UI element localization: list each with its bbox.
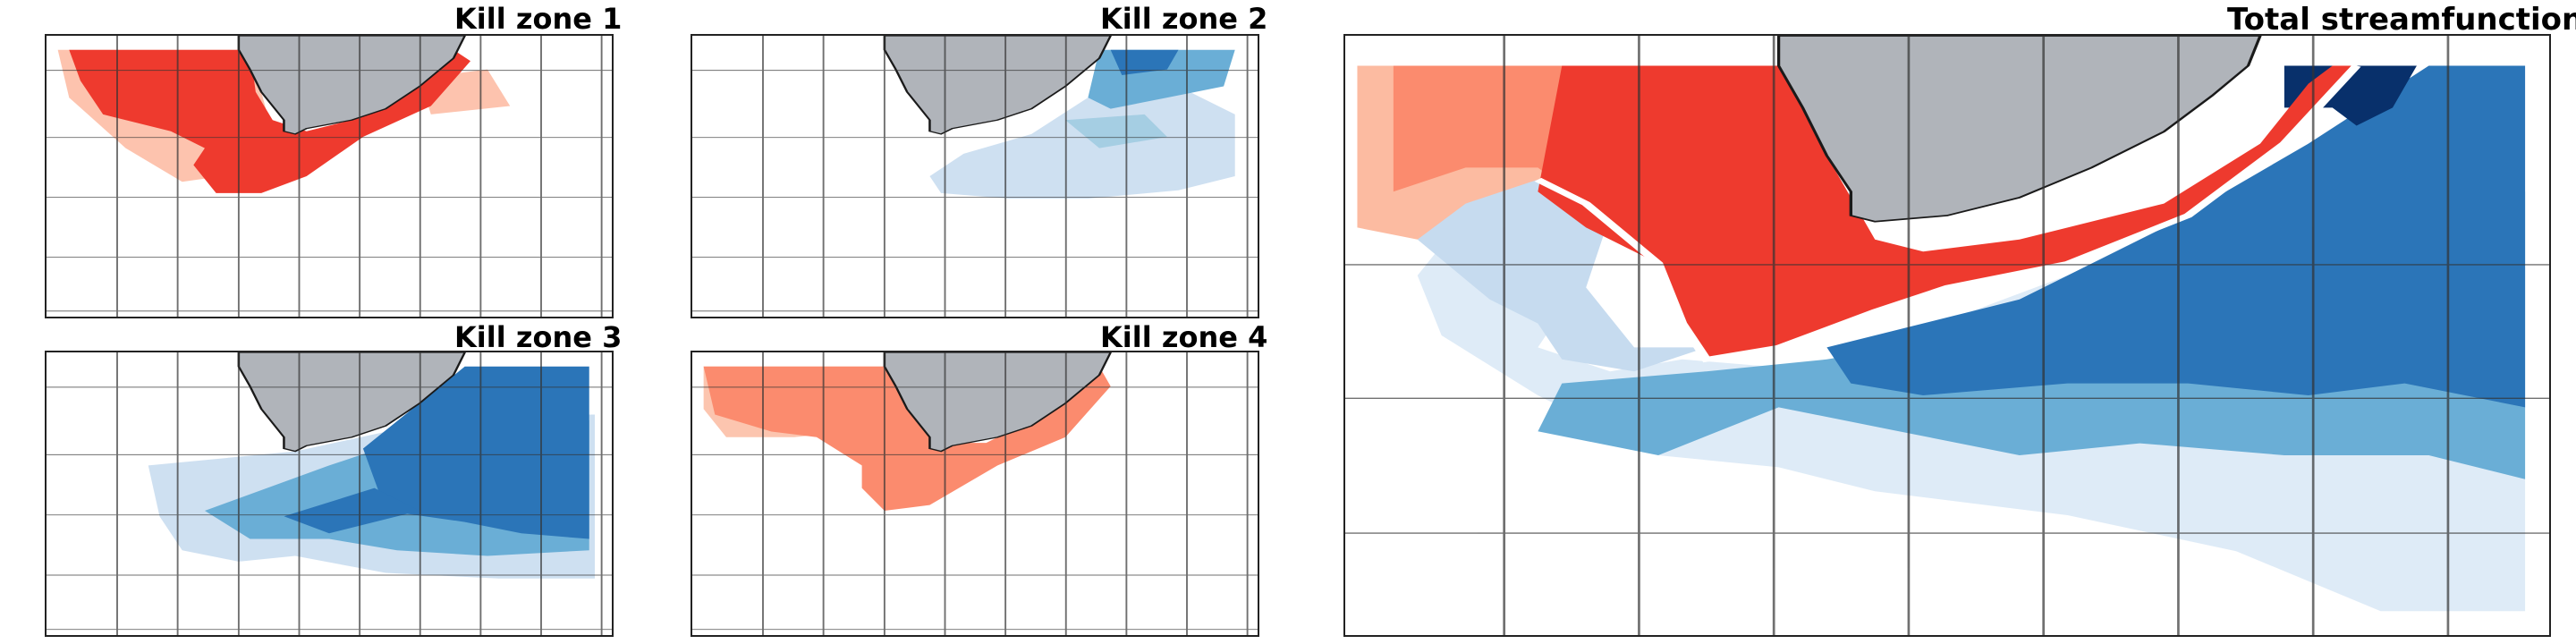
streamfunction-field (703, 366, 1111, 511)
map-kill-zone-4 (691, 351, 1259, 637)
map-canvas-kill-zone-4 (692, 352, 1258, 635)
streamfunction-field (148, 366, 596, 579)
map-total-streamfunction (1343, 34, 2551, 637)
map-canvas-total-streamfunction (1345, 36, 2549, 635)
africa-land (237, 36, 466, 135)
panel-title-kill-zone-4: Kill zone 4 (1100, 320, 1268, 354)
grid-lines (47, 352, 612, 635)
grid-lines (1345, 36, 2549, 635)
africa-land (237, 352, 466, 453)
africa-land (883, 352, 1112, 453)
grid-lines (47, 36, 612, 317)
streamfunction-field (1357, 64, 2526, 612)
streamfunction-field (57, 49, 511, 193)
grid-lines (692, 352, 1258, 635)
map-canvas-kill-zone-2 (692, 36, 1258, 317)
map-kill-zone-3 (45, 351, 614, 637)
panel-title-kill-zone-1: Kill zone 1 (454, 2, 623, 36)
panel-title-kill-zone-3: Kill zone 3 (454, 320, 623, 354)
panel-title-total-streamfunction: Total streamfunction (2227, 2, 2576, 38)
map-canvas-kill-zone-3 (47, 352, 612, 635)
map-canvas-kill-zone-1 (47, 36, 612, 317)
map-kill-zone-1 (45, 34, 614, 318)
map-kill-zone-2 (691, 34, 1259, 318)
grid-lines (692, 36, 1258, 317)
africa-land (883, 36, 1112, 135)
africa-land (1776, 36, 2262, 223)
panel-title-kill-zone-2: Kill zone 2 (1100, 2, 1268, 36)
